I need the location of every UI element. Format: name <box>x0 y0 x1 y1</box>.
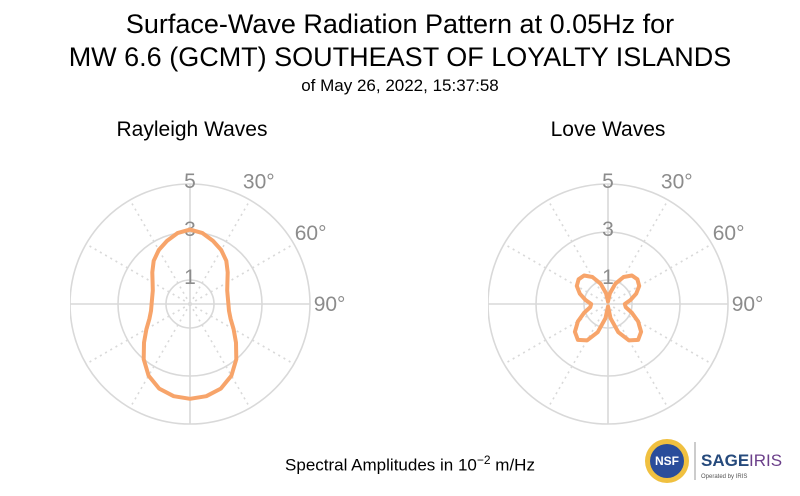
love-spoke <box>607 303 713 365</box>
iris-logo-text: IRIS <box>749 451 782 470</box>
nsf-sage-iris-logo: NSF SAGE IRIS Operated by IRIS <box>645 439 782 483</box>
love-radial-tick-label: 3 <box>602 218 614 241</box>
rayleigh-ring <box>70 183 311 425</box>
rayleigh-spoke <box>189 303 295 365</box>
love-spoke <box>547 303 609 409</box>
love-radial-tick-label: 5 <box>602 170 614 193</box>
love-polar-chart: 1 3 5 30° 60° 90° <box>488 170 764 425</box>
rayleigh-spoke <box>85 303 191 365</box>
love-spoke <box>607 243 713 305</box>
rayleigh-ring <box>165 279 215 329</box>
rayleigh-angle-tick-label: 90° <box>314 293 346 316</box>
units-suffix: m/Hz <box>490 455 535 475</box>
amplitude-units-label: Spectral Amplitudes in 10−2 m/Hz <box>210 453 610 476</box>
sage-logo-text: SAGE <box>701 451 749 470</box>
nsf-seal-icon: NSF <box>645 439 689 483</box>
rayleigh-spoke <box>129 303 191 409</box>
rayleigh-angle-tick-label: 60° <box>295 222 327 245</box>
nsf-logo-text: NSF <box>655 454 679 468</box>
love-subplot-title: Love Waves <box>550 118 666 141</box>
rayleigh-angle-tick-label: 30° <box>243 170 275 193</box>
operated-by-text: Operated by IRIS <box>701 474 747 480</box>
rayleigh-radial-tick-label: 1 <box>184 266 196 289</box>
figure-title-line1: Surface-Wave Radiation Pattern at 0.05Hz… <box>125 9 675 39</box>
love-spoke <box>607 303 669 409</box>
rayleigh-spoke <box>189 303 251 409</box>
love-ring <box>583 279 633 329</box>
units-prefix: Spectral Amplitudes in 10 <box>285 455 477 475</box>
love-ring <box>535 231 681 377</box>
rayleigh-polar-chart: 135 30°60°90° <box>70 170 346 425</box>
love-angle-tick-label: 30° <box>661 170 693 193</box>
rayleigh-radial-tick-label: 5 <box>184 170 196 193</box>
rayleigh-spoke <box>85 243 191 305</box>
rayleigh-ring <box>117 231 263 377</box>
love-spoke <box>503 303 609 365</box>
love-amplitude-curve <box>572 273 644 343</box>
units-exponent: −2 <box>476 453 491 467</box>
love-radial-tick-label: 1 <box>602 266 614 289</box>
figure-title-line3: of May 26, 2022, 15:37:58 <box>301 76 499 95</box>
love-angle-tick-label: 60° <box>713 222 745 245</box>
love-spoke <box>503 243 609 305</box>
figure-title-line2: MW 6.6 (GCMT) SOUTHEAST OF LOYALTY ISLAN… <box>68 42 732 72</box>
rayleigh-spoke <box>189 243 295 305</box>
love-ring <box>488 183 729 425</box>
love-angle-tick-label: 90° <box>732 293 764 316</box>
rayleigh-amplitude-curve <box>141 227 239 401</box>
rayleigh-subplot-title: Rayleigh Waves <box>116 118 268 141</box>
